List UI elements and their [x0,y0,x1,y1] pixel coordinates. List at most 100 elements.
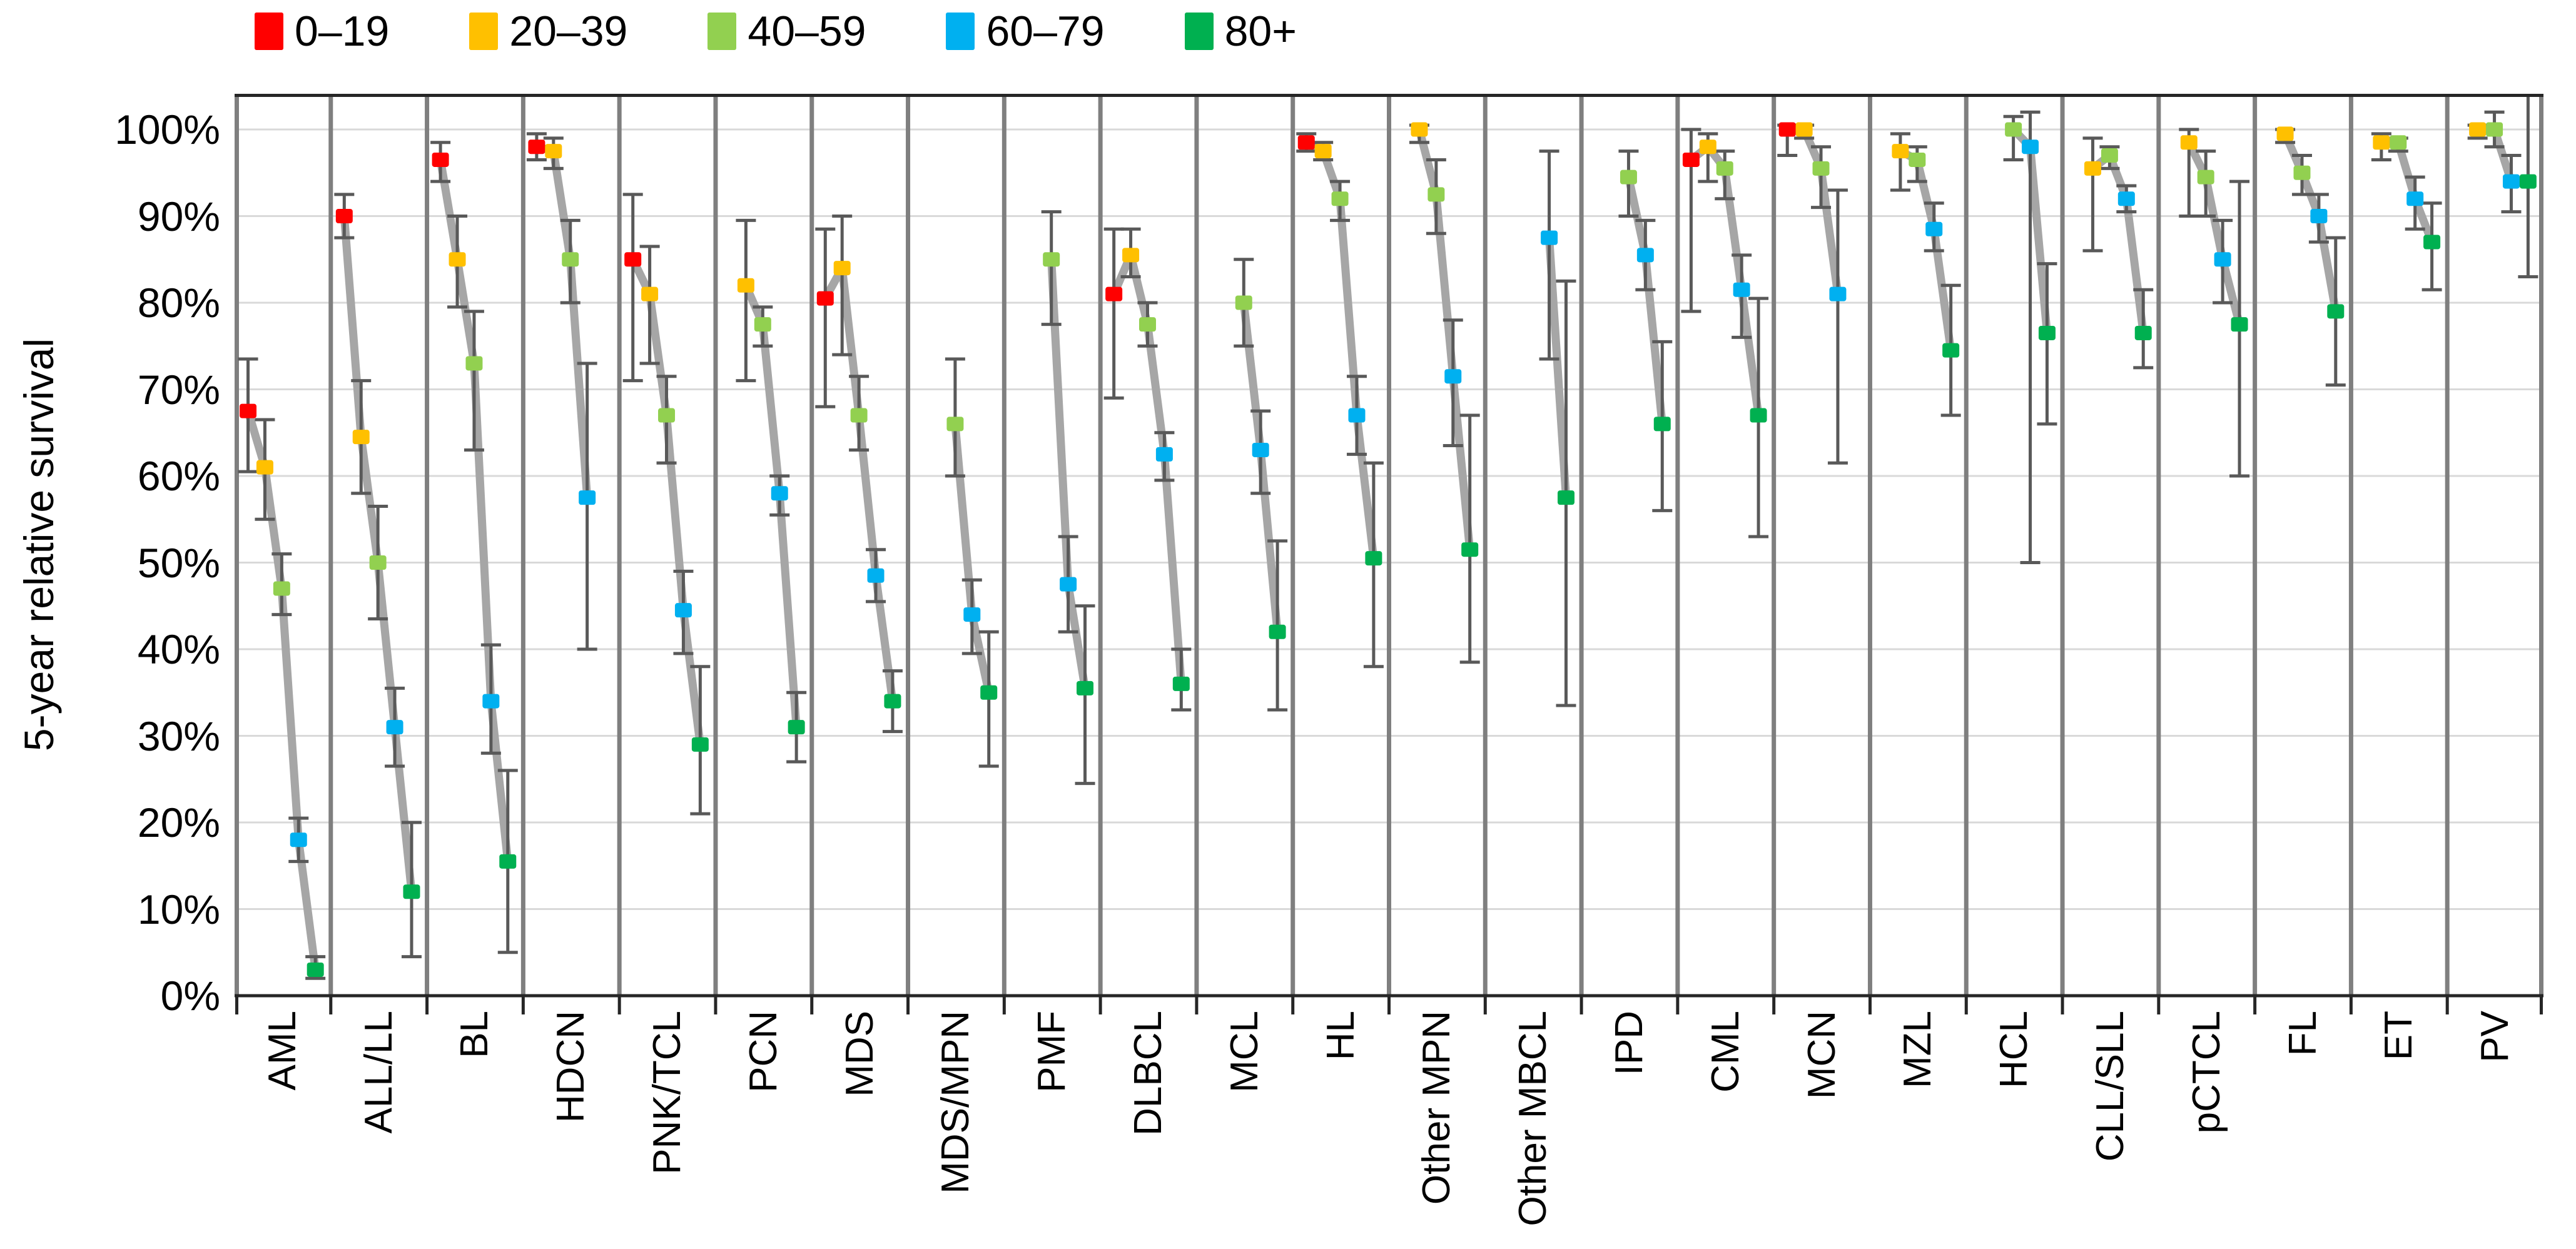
data-marker-PNK/TCL-0–19 [624,252,642,267]
series-connector-HDCN [535,143,592,498]
data-marker-DLBCL-40–59 [1138,317,1156,332]
data-marker-PNK/TCL-60–79 [674,603,692,618]
x-category-label-PMF: PMF [1030,1011,1074,1093]
data-marker-AML-20–39 [256,460,273,475]
data-marker-DLBCL-80+ [1172,676,1190,691]
data-marker-pCTCL-20–39 [2180,135,2198,150]
data-marker-ET-60–79 [2406,191,2424,206]
legend-swatch-icon [946,13,975,50]
data-marker-CLL/SLL-20–39 [2084,161,2101,176]
series-connector-pCTCL [2185,140,2244,326]
legend-item-60-79: 60–79 [946,5,1105,58]
data-marker-CML-40–59 [1716,161,1733,176]
y-tick-label: 100% [114,106,220,153]
data-marker-MDS-60–79 [867,568,885,583]
legend-item-80+: 80+ [1184,5,1297,58]
data-marker-pCTCL-60–79 [2214,252,2231,267]
data-marker-MDS-20–39 [833,261,851,276]
data-marker-PV-20–39 [2469,122,2487,137]
legend-label: 0–19 [295,8,390,55]
data-marker-PMF-60–79 [1060,577,1077,592]
data-marker-PCN-80+ [788,720,805,735]
data-marker-CLL/SLL-40–59 [2101,148,2118,163]
data-marker-PV-40–59 [2486,122,2503,137]
data-marker-MCN-60–79 [1829,286,1847,301]
data-marker-FL-20–39 [2276,126,2294,141]
data-marker-Other MPN-60–79 [1444,369,1462,384]
legend-label: 60–79 [986,8,1105,55]
x-category-label-MCL: MCL [1222,1011,1266,1093]
y-tick-label: 60% [137,453,220,499]
data-marker-Other MPN-40–59 [1427,187,1445,202]
data-marker-MDS/MPN-40–59 [946,417,964,432]
data-marker-PNK/TCL-40–59 [658,408,676,423]
data-marker-AML-40–59 [273,581,290,596]
series-connector-IPD [1625,176,1666,425]
x-category-label-MDS-MPN: MDS/MPN [934,1011,978,1194]
data-marker-DLBCL-0–19 [1105,286,1123,301]
data-marker-Other MPN-20–39 [1411,122,1428,137]
x-category-label-CLL-SLL: CLL/SLL [2088,1011,2132,1162]
y-tick-label: 10% [137,886,220,933]
x-category-label-DLBCL: DLBCL [1127,1011,1170,1136]
x-category-label-IPD: IPD [1607,1011,1651,1076]
x-category-label-Other-MPN: Other MPN [1415,1011,1459,1205]
data-marker-HDCN-20–39 [545,144,562,159]
data-marker-pCTCL-80+ [2231,317,2248,332]
series-connector-ET [2381,138,2436,244]
data-marker-MCL-40–59 [1235,295,1252,310]
data-marker-ALL/LL-60–79 [386,720,403,735]
data-marker-MDS/MPN-80+ [980,685,998,700]
data-marker-ALL/LL-80+ [403,884,420,899]
series-connector-MDS [821,264,897,702]
data-marker-PNK/TCL-80+ [691,737,709,752]
x-category-label-AML: AML [260,1011,304,1091]
data-marker-PMF-80+ [1077,680,1094,695]
data-marker-MCL-80+ [1269,624,1286,639]
data-marker-HCL-40–59 [2005,122,2022,137]
y-tick-label: 0% [160,973,220,1019]
y-tick-label: 90% [137,193,220,240]
x-category-label-BL: BL [453,1011,497,1058]
data-marker-Other MBCL-80+ [1557,490,1575,505]
data-marker-HDCN-60–79 [579,490,596,505]
x-category-label-ALL-LL: ALL/LL [357,1011,400,1134]
data-marker-HL-80+ [1365,551,1382,566]
series-connector-CLL/SLL [2090,151,2148,334]
legend-label: 40–59 [748,8,866,55]
data-marker-ALL/LL-0–19 [335,209,353,223]
data-marker-pCTCL-40–59 [2197,169,2214,185]
y-tick-label: 20% [137,799,220,846]
data-marker-PCN-20–39 [737,278,754,293]
data-marker-HL-60–79 [1348,408,1366,423]
data-marker-MDS-80+ [884,694,901,709]
data-marker-PMF-40–59 [1043,252,1060,267]
data-marker-MCN-20–39 [1795,122,1813,137]
data-marker-HL-40–59 [1331,191,1349,206]
y-tick-label: 70% [137,366,220,413]
y-tick-label: 80% [137,280,220,326]
x-category-label-FL: FL [2281,1011,2325,1056]
x-category-label-PCN: PCN [741,1011,785,1093]
data-marker-CML-20–39 [1699,139,1716,154]
legend-item-40-59: 40–59 [707,5,866,58]
y-tick-label: 40% [137,626,220,672]
data-marker-MZL-80+ [1942,343,1960,358]
x-category-label-HCL: HCL [1992,1011,2036,1089]
data-marker-HCL-80+ [2038,325,2056,340]
data-marker-ALL/LL-40–59 [369,555,387,570]
data-marker-Other MBCL-60–79 [1541,230,1558,245]
data-marker-CML-60–79 [1733,282,1750,297]
data-marker-PCN-60–79 [771,486,788,501]
data-marker-BL-20–39 [449,252,466,267]
x-category-label-MZL: MZL [1896,1011,1940,1088]
data-marker-CML-0–19 [1682,152,1700,167]
data-marker-BL-40–59 [465,356,483,371]
data-marker-AML-80+ [307,962,324,977]
data-marker-BL-60–79 [482,694,500,709]
data-marker-BL-0–19 [432,152,449,167]
data-marker-HL-0–19 [1297,135,1315,150]
data-marker-MZL-20–39 [1892,144,1909,159]
data-marker-AML-60–79 [290,832,307,847]
data-marker-FL-80+ [2327,304,2345,319]
